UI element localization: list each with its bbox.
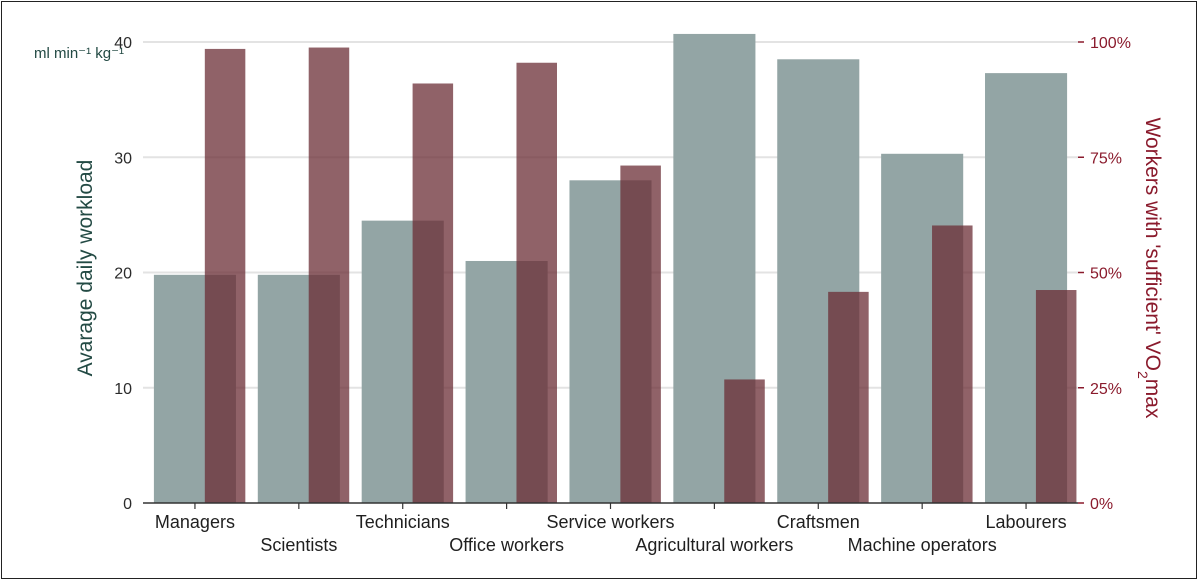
- vo2max-bar: [828, 291, 869, 503]
- right-tick-label: 50%: [1090, 266, 1122, 283]
- left-axis-ticks: 0 10 20 30 40: [114, 35, 132, 513]
- right-tick-label: 0%: [1090, 496, 1113, 513]
- category-label: Managers: [155, 512, 235, 532]
- category-label: Office workers: [449, 535, 564, 555]
- left-tick-label: 10: [114, 381, 132, 398]
- vo2max-bar: [1035, 290, 1077, 503]
- category-label: Service workers: [546, 512, 674, 532]
- category-label: Technicians: [356, 512, 450, 532]
- left-tick-label: 30: [114, 150, 132, 167]
- category-label: Scientists: [260, 535, 337, 555]
- vo2max-bar: [412, 83, 454, 504]
- vo2max-bar: [620, 165, 661, 503]
- vo2max-bar: [204, 48, 246, 503]
- category-label: Machine operators: [848, 535, 997, 555]
- left-axis-unit: ml min⁻¹ kg⁻¹: [34, 45, 124, 62]
- category-label: Agricultural workers: [635, 535, 793, 555]
- left-tick-label: 0: [123, 496, 132, 513]
- right-tick-label: 25%: [1090, 381, 1122, 398]
- category-label: Labourers: [986, 512, 1067, 532]
- vo2max-bar: [516, 62, 557, 504]
- workload-bars: [153, 33, 1068, 504]
- left-axis-title: Avarage daily workload: [74, 160, 97, 377]
- right-tick-label: 100%: [1090, 35, 1131, 52]
- category-label: Craftsmen: [777, 512, 860, 532]
- right-tick-label: 75%: [1090, 150, 1122, 167]
- right-axis-title-subscript: 2: [1135, 371, 1151, 379]
- vo2max-bars: [204, 47, 1077, 504]
- right-axis-title: Workers with 'sufficient' VO2max: [1135, 118, 1164, 419]
- left-tick-label: 20: [114, 266, 132, 283]
- vo2max-bar: [932, 225, 973, 503]
- vo2max-bar: [308, 47, 350, 503]
- right-axis-title-main: Workers with 'sufficient' VO: [1141, 118, 1164, 372]
- left-tick-label: 40: [114, 35, 132, 52]
- right-axis-ticks: 0% 25% 50% 75% 100%: [1078, 35, 1131, 513]
- category-labels: Managers Scientists Technicians Office work…: [155, 503, 1067, 555]
- vo2max-bar: [724, 379, 765, 503]
- right-axis-title-end: max: [1141, 379, 1164, 419]
